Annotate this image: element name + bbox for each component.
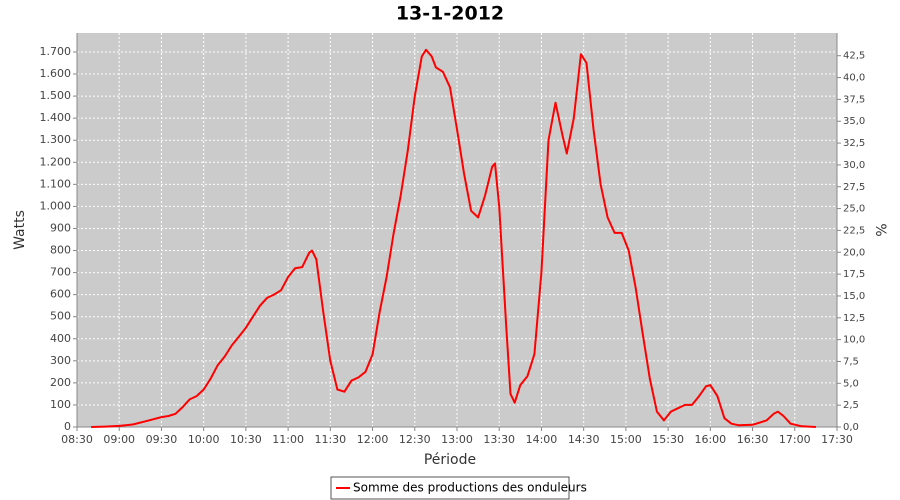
x-tick-label: 14:00: [526, 433, 558, 446]
y-tick-label: 600: [50, 288, 71, 301]
y2-axis-label: %: [872, 223, 888, 236]
y2-tick-label: 0,0: [843, 422, 859, 433]
chart-title: 13-1-2012: [396, 3, 504, 25]
y-tick-label: 0: [64, 420, 71, 433]
legend-label: Somme des productions des onduleurs: [353, 481, 587, 495]
x-tick-label: 16:30: [737, 433, 769, 446]
x-tick-label: 09:00: [103, 433, 135, 446]
legend: [330, 476, 570, 500]
x-tick-label: 13:30: [483, 433, 515, 446]
y2-tick-label: 10,0: [843, 335, 865, 346]
y2-tick-label: 2,5: [843, 400, 859, 411]
y-tick-label: 1.500: [40, 89, 72, 102]
x-tick-label: 13:00: [441, 433, 473, 446]
y-tick-label: 700: [50, 266, 71, 279]
y2-tick-label: 35,0: [843, 116, 865, 127]
x-tick-label: 15:00: [610, 433, 642, 446]
x-tick-label: 15:30: [652, 433, 684, 446]
y-tick-label: 1.600: [40, 67, 72, 80]
y2-tick-label: 12,5: [843, 313, 865, 324]
y2-tick-label: 15,0: [843, 291, 865, 302]
x-tick-label: 12:00: [357, 433, 389, 446]
x-tick-label: 16:00: [694, 433, 726, 446]
y-tick-label: 900: [50, 221, 71, 234]
x-tick-label: 12:30: [399, 433, 431, 446]
y-tick-label: 1.700: [40, 45, 72, 58]
x-tick-label: 11:30: [314, 433, 346, 446]
y2-tick-label: 32,5: [843, 138, 865, 149]
x-tick-label: 10:30: [230, 433, 262, 446]
y-axis-label: Watts: [12, 210, 28, 250]
x-axis-label: Période: [424, 452, 476, 468]
y-tick-label: 1.400: [40, 111, 72, 124]
y2-tick-label: 27,5: [843, 182, 865, 193]
y2-tick-label: 7,5: [843, 356, 859, 367]
y-tick-label: 200: [50, 376, 71, 389]
y-tick-label: 400: [50, 332, 71, 345]
y-tick-label: 1.200: [40, 155, 72, 168]
y-tick-label: 1.000: [40, 199, 72, 212]
y-tick-label: 300: [50, 354, 71, 367]
y2-tick-label: 40,0: [843, 73, 865, 84]
x-tick-label: 11:00: [272, 433, 304, 446]
x-tick-label: 17:00: [779, 433, 811, 446]
y-tick-label: 1.100: [40, 177, 72, 190]
y2-tick-label: 30,0: [843, 160, 865, 171]
x-tick-label: 10:00: [188, 433, 220, 446]
x-tick-label: 08:30: [61, 433, 93, 446]
y2-tick-label: 20,0: [843, 247, 865, 258]
y-tick-label: 1.300: [40, 133, 72, 146]
y2-tick-label: 42,5: [843, 51, 865, 62]
x-tick-label: 14:30: [568, 433, 600, 446]
y-tick-label: 500: [50, 310, 71, 323]
y-tick-label: 800: [50, 244, 71, 257]
y2-tick-label: 25,0: [843, 204, 865, 215]
series-line: [91, 48, 816, 428]
x-tick-label: 09:30: [146, 433, 178, 446]
y2-tick-label: 5,0: [843, 378, 859, 389]
y2-tick-label: 37,5: [843, 94, 865, 105]
y-tick-label: 100: [50, 398, 71, 411]
y2-tick-label: 17,5: [843, 269, 865, 280]
x-tick-label: 17:30: [821, 433, 853, 446]
y2-tick-label: 22,5: [843, 225, 865, 236]
